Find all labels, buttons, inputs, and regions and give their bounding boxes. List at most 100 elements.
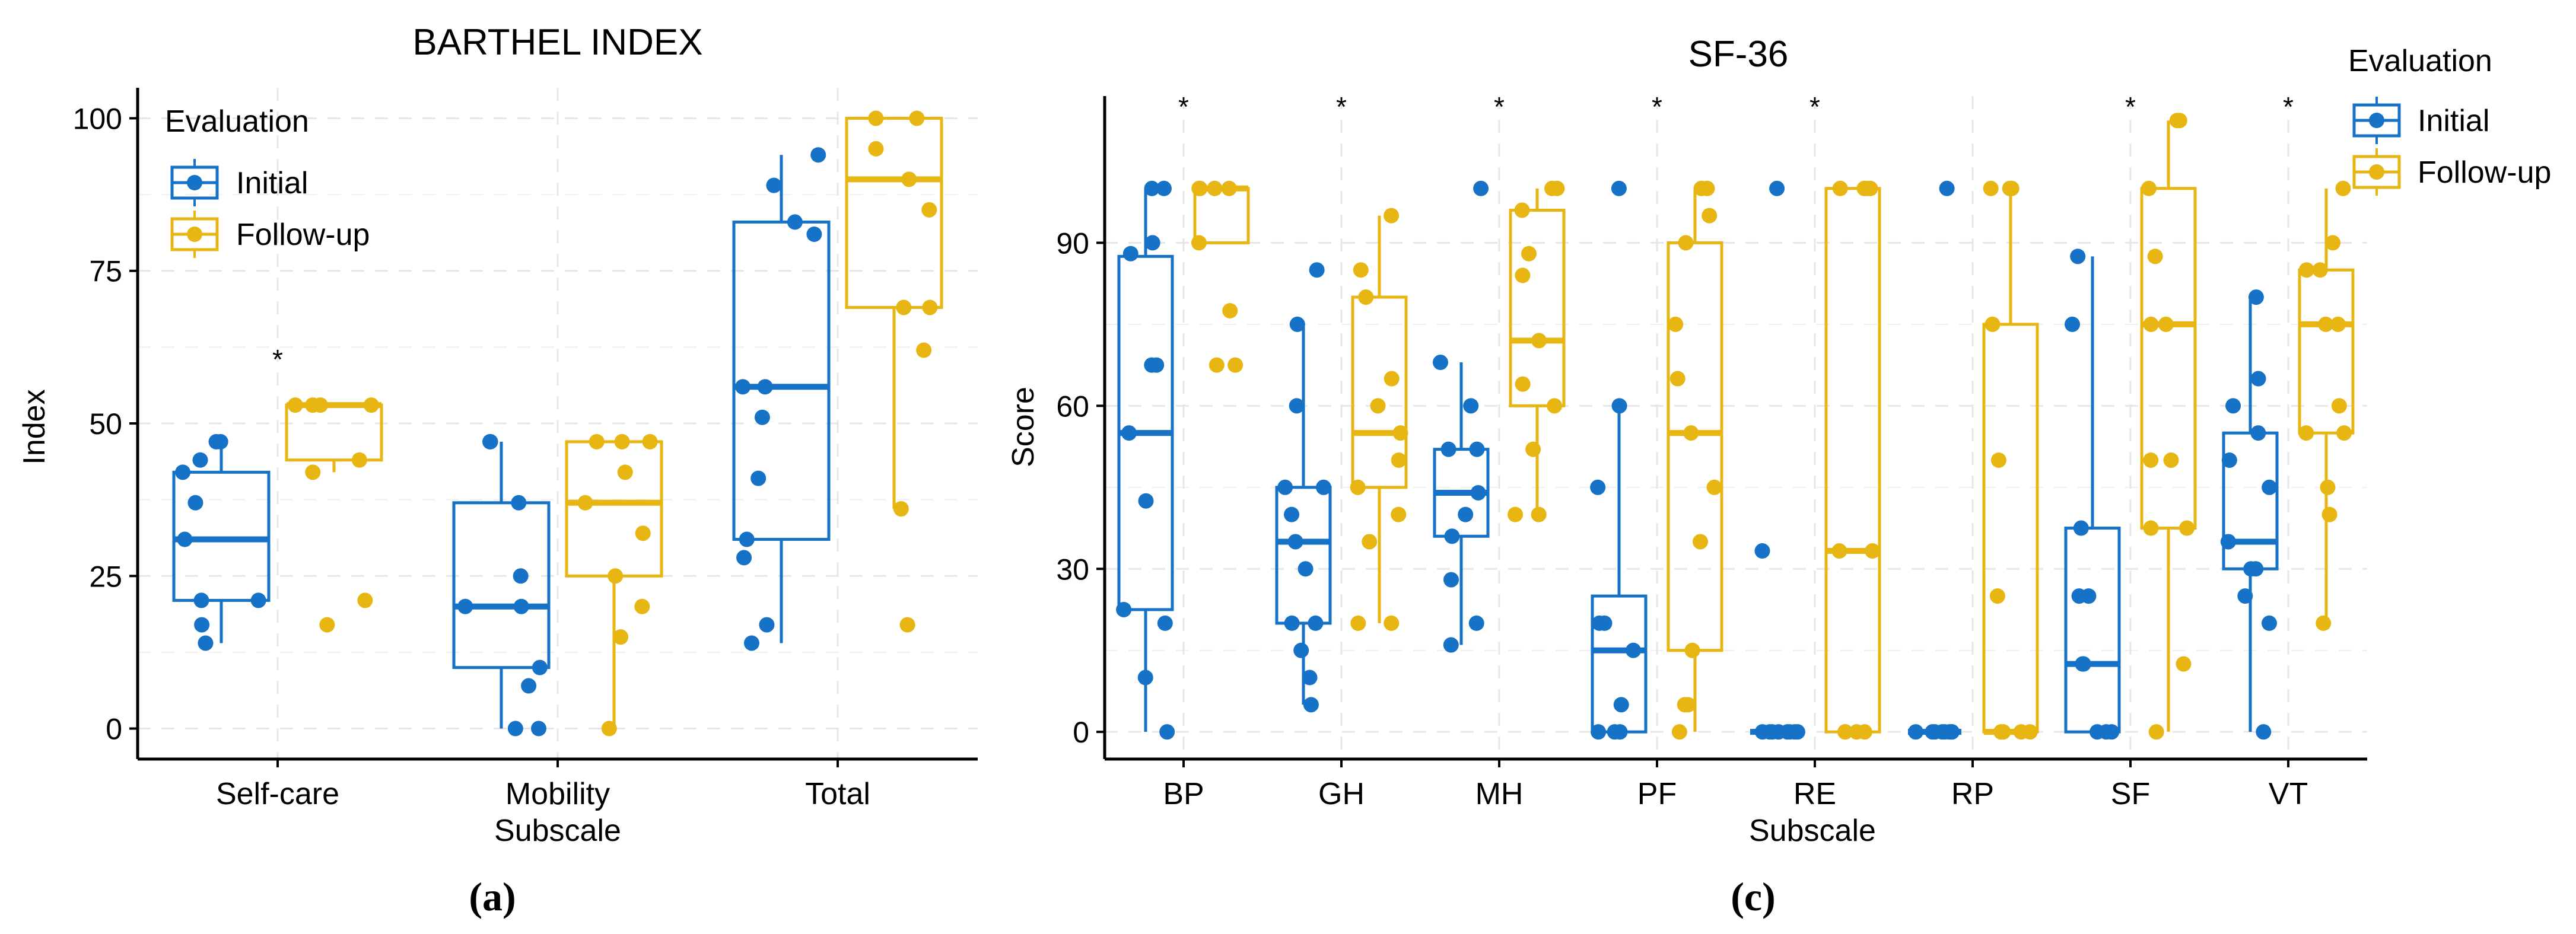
data-point [1469,441,1485,457]
box-iqr [845,116,943,309]
box-follow-up-re [1824,180,1881,740]
data-point [1668,316,1684,332]
box-plots [1116,113,2355,740]
y-tick-label: 50 [89,407,122,441]
significance-star-re: * [1809,91,1820,122]
box-initial-re [1750,180,1805,740]
data-point [1789,724,1805,740]
data-point [1358,289,1374,305]
data-point [1678,235,1694,251]
data-point [2075,656,2091,672]
data-point [1859,180,1875,196]
data-point [2176,656,2192,672]
data-point [2262,479,2278,495]
x-tick-label-vt: VT [2269,777,2308,811]
data-point [736,550,752,566]
data-point [1693,180,1709,196]
data-point [1939,180,1955,196]
data-point [2148,724,2164,740]
data-point [1514,202,1530,218]
data-point [1444,528,1460,544]
chart-title: SF-36 [1688,34,1789,75]
data-point [287,397,303,413]
data-point [909,110,925,126]
data-point [1440,441,1456,457]
data-point [513,598,529,614]
data-point [192,452,208,468]
y-tick-labels: 0 25 50 75 100 [73,102,122,745]
data-point [2250,371,2266,387]
panel-label: (a) [469,874,516,919]
data-point [1144,357,1160,373]
data-point [1549,180,1565,196]
data-point [922,299,938,315]
y-tick-label: 30 [1056,553,1089,586]
data-point [1116,601,1132,617]
data-point [530,721,546,737]
data-point [2071,588,2087,604]
data-point [1384,371,1400,387]
data-point [1770,724,1786,740]
data-point [1362,534,1378,550]
data-point [1122,246,1138,262]
data-point [810,147,826,163]
significance-star-self-care: * [272,344,283,375]
data-point [1293,642,1309,658]
y-tick-label: 0 [1073,716,1089,749]
data-point [2335,180,2351,196]
data-point [2330,316,2346,332]
data-point [1769,180,1785,196]
data-point [194,617,210,633]
legend-label: Initial [236,166,308,200]
data-point [1990,452,2006,468]
data-point [1908,724,1924,740]
x-tick-label-rp: RP [1951,777,1994,811]
data-point [759,617,775,633]
legend-entry-follow-up: Follow-up [2352,148,2551,196]
data-point [1468,615,1484,631]
significance-star-mh: * [1494,91,1505,122]
data-point [1392,425,1408,441]
data-point [1458,506,1474,522]
data-point [2312,262,2328,278]
legend-entries: Initial Follow-up [170,159,370,258]
data-point [319,617,335,633]
data-point [1473,180,1489,196]
data-point [868,141,884,157]
data-point [2250,425,2266,441]
data-point [2243,561,2259,577]
data-point [507,721,523,737]
data-point [2163,452,2179,468]
data-point [511,495,527,511]
legend-key-point [2369,164,2384,180]
data-point [2143,520,2159,536]
data-point [1221,180,1237,196]
data-point [198,635,214,651]
data-point [513,568,529,584]
box-follow-up-vt [2298,180,2355,631]
data-point [1865,543,1881,559]
data-point [739,531,755,547]
data-point [2179,520,2195,536]
legend-key-point [2369,113,2384,128]
data-point [1521,246,1537,262]
data-point [1287,534,1303,550]
data-point [1391,506,1407,522]
data-point [305,464,321,480]
data-point [743,635,759,651]
data-point [1612,724,1628,740]
box-initial-gh [1275,262,1332,713]
box-iqr [452,501,551,670]
data-point [1671,724,1687,740]
box-follow-up-bp [1191,180,1250,373]
data-point [1207,180,1223,196]
data-point [1370,398,1386,414]
x-tick-labels: BP GH MH PF RE RP SF VT [1163,777,2308,811]
data-point [617,464,633,480]
data-point [899,617,915,633]
chart-sf-36: SF-36 0 30 60 90 BP GH MH PF RE RP SF VT Score Sub… [1006,34,2551,919]
box-follow-up-mh [1508,180,1566,522]
data-point [2261,615,2277,631]
y-tick-label: 60 [1056,390,1089,423]
